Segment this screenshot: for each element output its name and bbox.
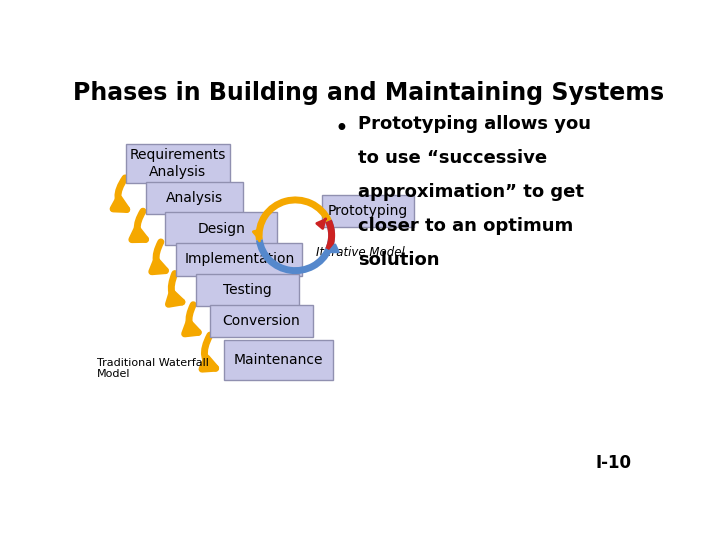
Text: Prototyping allows you: Prototyping allows you: [358, 114, 591, 133]
FancyBboxPatch shape: [126, 144, 230, 183]
Text: I-10: I-10: [595, 454, 631, 472]
Text: •: •: [334, 117, 348, 141]
Text: Implementation: Implementation: [184, 252, 294, 266]
Text: Conversion: Conversion: [222, 314, 300, 328]
FancyBboxPatch shape: [196, 274, 300, 306]
Text: Maintenance: Maintenance: [233, 353, 323, 367]
Text: closer to an optimum: closer to an optimum: [358, 217, 573, 235]
FancyBboxPatch shape: [224, 340, 333, 380]
FancyBboxPatch shape: [322, 194, 413, 227]
Text: Traditional Waterfall
Model: Traditional Waterfall Model: [96, 357, 209, 379]
Text: solution: solution: [358, 251, 439, 269]
FancyBboxPatch shape: [176, 243, 302, 275]
Text: Iterative Model: Iterative Model: [316, 246, 405, 259]
Text: Testing: Testing: [223, 283, 272, 297]
FancyBboxPatch shape: [210, 305, 313, 337]
Text: Analysis: Analysis: [166, 191, 223, 205]
Text: to use “successive: to use “successive: [358, 149, 547, 167]
Text: Prototyping: Prototyping: [328, 204, 408, 218]
Text: approximation” to get: approximation” to get: [358, 183, 584, 201]
Text: Requirements
Analysis: Requirements Analysis: [130, 148, 226, 179]
FancyBboxPatch shape: [166, 212, 277, 245]
FancyBboxPatch shape: [145, 182, 243, 214]
Text: Design: Design: [197, 221, 245, 235]
Text: Phases in Building and Maintaining Systems: Phases in Building and Maintaining Syste…: [73, 82, 665, 105]
